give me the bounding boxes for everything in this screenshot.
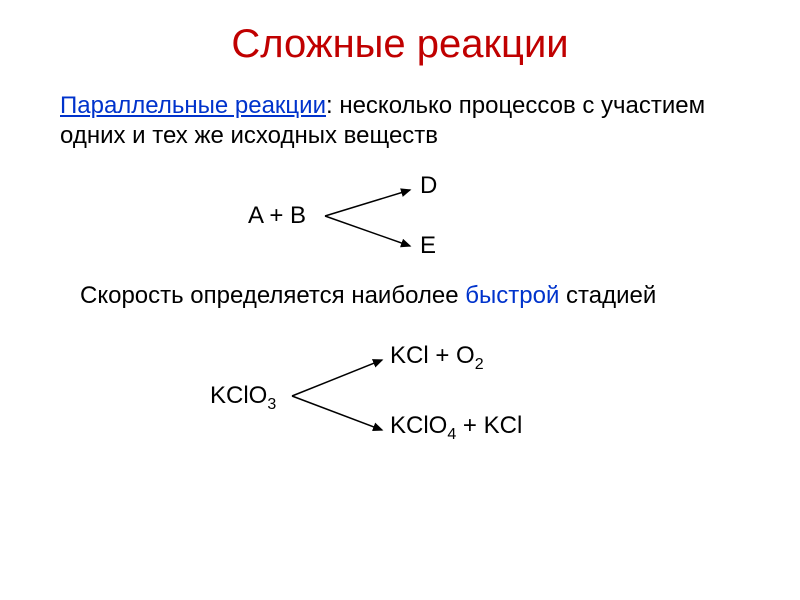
subtitle-line-2: одних и тех же исходных веществ <box>60 122 438 150</box>
subtitle-rest-1: : несколько процессов с участием <box>326 92 705 119</box>
rate-before: Скорость определяется наиболее <box>80 282 465 309</box>
diagram1-product-d: D <box>420 172 437 200</box>
diagram2-product-bottom: KClO4 + KCl <box>390 412 522 444</box>
rate-after: стадией <box>559 282 656 309</box>
diagram2-reactant: KClO3 <box>210 382 276 414</box>
rate-fast-word: быстрой <box>465 282 559 309</box>
diagram1-reactants: A + B <box>248 202 306 230</box>
slide-title: Сложные реакции <box>0 22 800 67</box>
diagram2-product-top: KCl + O2 <box>390 342 484 374</box>
diagram1-product-e: E <box>420 232 436 260</box>
diagram2-arrow-bottom <box>292 396 382 430</box>
rate-statement: Скорость определяется наиболее быстрой с… <box>80 282 656 310</box>
diagram1-arrow-bottom <box>325 216 410 246</box>
diagram2-arrow-top <box>292 360 382 396</box>
diagram1-arrow-top <box>325 190 410 216</box>
subtitle-line-1: Параллельные реакции: несколько процессо… <box>60 92 705 120</box>
term-parallel-reactions: Параллельные реакции <box>60 92 326 119</box>
